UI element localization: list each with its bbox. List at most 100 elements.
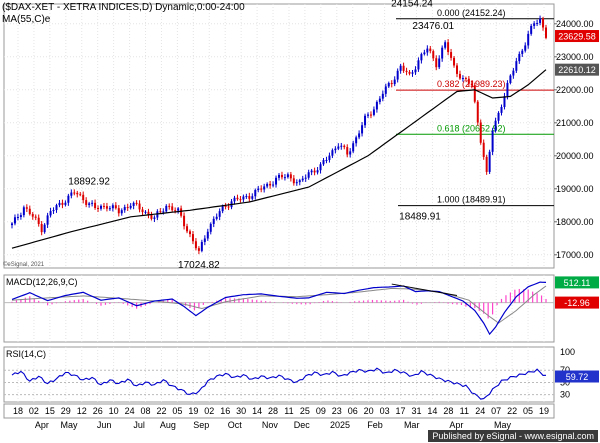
candle-body: [153, 217, 156, 219]
x-tick-label: 12: [77, 406, 87, 416]
candle-body: [334, 148, 337, 151]
candle-body: [88, 203, 91, 205]
candle-body: [355, 137, 358, 144]
candle-body: [248, 196, 251, 199]
candle-body: [102, 205, 105, 207]
x-tick-label: 02: [204, 406, 214, 416]
candle-body: [456, 65, 458, 74]
candle-body: [479, 122, 482, 143]
x-tick-label: 24: [475, 406, 485, 416]
candle-body: [135, 202, 138, 204]
candle-body: [473, 85, 476, 102]
candle-body: [79, 194, 82, 196]
candle-body: [272, 184, 275, 186]
candle-body: [91, 202, 94, 204]
x-month-label: May: [60, 420, 78, 430]
candle-body: [313, 170, 316, 173]
candle-body: [470, 83, 473, 86]
candle-body: [393, 79, 396, 85]
candle-body: [46, 215, 49, 225]
candle-body: [212, 218, 215, 224]
y-tick-label: 24000.00: [556, 19, 594, 29]
candle-body: [384, 86, 387, 94]
candle-body: [441, 47, 444, 59]
candle-body: [444, 42, 447, 48]
x-month-label: Mar: [404, 420, 420, 430]
candle-body: [177, 208, 180, 211]
macd-label: MACD(12,26,9,C): [6, 277, 78, 287]
ma-indicator-label: MA(55,C)e: [2, 14, 51, 25]
x-month-label: Sep: [193, 420, 209, 430]
candle-body: [132, 202, 135, 206]
candle-body: [438, 58, 441, 68]
candle-body: [426, 48, 429, 53]
candle-body: [251, 196, 254, 199]
candle-body: [147, 211, 150, 216]
candle-body: [506, 82, 509, 97]
candle-body: [503, 96, 506, 108]
candle-body: [390, 83, 393, 85]
candle-body: [488, 151, 491, 172]
candle-body: [527, 33, 530, 46]
price-annotation: 23476.01: [412, 21, 454, 32]
candle-body: [52, 210, 55, 212]
price-annotation: 17024.82: [178, 260, 220, 271]
candle-body: [129, 205, 132, 208]
candle-body: [491, 130, 494, 152]
candle-body: [280, 174, 283, 178]
macd-hist-tag: -12.96: [564, 298, 590, 308]
candle-body: [450, 52, 453, 58]
candle-body: [85, 200, 88, 205]
x-tick-label: 02: [29, 406, 39, 416]
x-tick-label: 15: [45, 406, 55, 416]
candle-body: [278, 174, 280, 178]
x-tick-label: 09: [316, 406, 326, 416]
price-panel: [3, 3, 555, 269]
candle-body: [257, 188, 260, 191]
rsi-tick-label: 30: [560, 390, 570, 400]
candle-body: [165, 205, 168, 212]
candle-body: [417, 60, 420, 70]
footer-credit: Published by eSignal - www.esignal.com: [428, 430, 598, 442]
candle-body: [174, 210, 177, 212]
candle-body: [13, 217, 16, 224]
x-tick-label: 19: [539, 406, 549, 416]
candle-body: [343, 145, 346, 148]
candle-body: [191, 234, 194, 242]
x-tick-label: 30: [236, 406, 246, 416]
candle-body: [500, 107, 503, 113]
candle-body: [420, 54, 423, 61]
candle-body: [361, 125, 364, 134]
candle-body: [76, 192, 79, 195]
candle-body: [521, 50, 524, 54]
candle-body: [31, 214, 34, 217]
candle-body: [254, 190, 257, 197]
x-tick-label: 23: [332, 406, 342, 416]
rsi-tick-label: 70: [560, 365, 570, 375]
candle-body: [58, 202, 61, 206]
candle-body: [236, 197, 239, 200]
x-tick-label: 20: [364, 406, 374, 416]
candle-body: [28, 208, 31, 215]
candle-body: [242, 196, 245, 200]
fib-level-label: 0.618 (20652.92): [437, 123, 506, 133]
y-tick-label: 18000.00: [556, 217, 594, 227]
x-tick-label: 14: [427, 406, 437, 416]
candle-body: [476, 101, 479, 123]
x-tick-label: 22: [156, 406, 166, 416]
candle-body: [25, 207, 28, 209]
candle-body: [372, 109, 375, 115]
candle-body: [180, 208, 183, 216]
candle-body: [286, 174, 289, 178]
candle-body: [22, 207, 25, 216]
candle-body: [467, 78, 470, 84]
candle-body: [405, 70, 408, 72]
candle-body: [283, 177, 286, 179]
y-tick-label: 20000.00: [556, 151, 594, 161]
x-month-label: Apr: [449, 420, 463, 430]
candle-body: [224, 205, 227, 207]
x-tick-label: 17: [396, 406, 406, 416]
x-month-label: Jul: [133, 420, 145, 430]
candle-body: [194, 241, 197, 249]
candle-body: [509, 75, 512, 83]
